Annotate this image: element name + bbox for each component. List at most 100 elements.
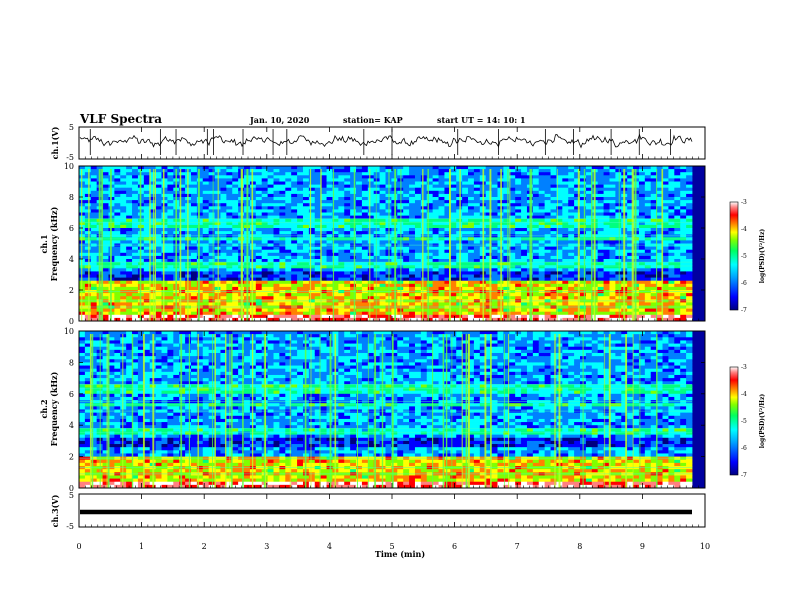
spec1-cell <box>538 274 546 278</box>
spec1-cell <box>149 221 157 226</box>
spec1-cell <box>314 228 322 232</box>
spec1-cell <box>232 277 239 282</box>
spec1-cell <box>350 175 357 179</box>
spec1-cell <box>450 187 457 192</box>
spec1-cell <box>155 200 162 204</box>
spec1-cell <box>650 274 658 278</box>
spec1-cell <box>279 252 286 257</box>
spec1-cell <box>426 286 434 291</box>
spec1-cell <box>456 178 463 182</box>
spec1-cell <box>627 274 634 278</box>
spec1-cell <box>226 190 233 195</box>
spec1-cell <box>609 268 616 272</box>
spec1-cell <box>644 314 652 319</box>
spec1-cell <box>473 212 481 216</box>
spec1-cell <box>143 317 151 322</box>
spec1-cell <box>226 311 233 316</box>
spec1-cell <box>220 200 227 204</box>
spec1-cell <box>267 286 274 291</box>
spec1-cell <box>367 308 375 313</box>
spec1-cell <box>627 212 634 216</box>
spec1-cell <box>132 271 139 275</box>
spec1-cell <box>409 274 416 278</box>
spec1-cell <box>179 224 186 229</box>
spec1-cell <box>291 308 298 313</box>
spec1-cell <box>167 274 174 278</box>
spec1-cell <box>226 175 233 179</box>
spec1-cell <box>273 175 280 179</box>
spec1-cell <box>450 221 457 226</box>
spec1-cell <box>597 311 604 316</box>
spec1-cell <box>285 286 292 291</box>
spec1-cell <box>650 181 658 185</box>
spec1-cell <box>615 203 622 207</box>
spec1-cell <box>314 215 322 220</box>
spec1-cell <box>379 249 386 254</box>
spec1-cell <box>644 172 652 176</box>
spec1-cell <box>650 255 658 260</box>
spec1-cell <box>255 172 263 176</box>
spec1-cell <box>167 224 174 229</box>
spec1-cell <box>208 218 215 223</box>
spec1-cell <box>226 181 233 185</box>
spec1-cell <box>420 246 428 251</box>
spec1-cell <box>326 175 333 179</box>
spec1-cell <box>450 203 457 207</box>
spec1-cell <box>279 271 286 275</box>
spec1-cell <box>597 203 604 207</box>
spec1-cell <box>450 280 457 285</box>
spec1-cell <box>367 197 375 201</box>
spec1-cell <box>179 283 186 288</box>
spec1-cell <box>585 200 593 204</box>
spec1-cell <box>609 224 616 229</box>
spec1-cell <box>556 265 563 269</box>
spec1-cell <box>580 249 587 254</box>
spec1-cell <box>379 259 386 263</box>
spec1-cell <box>580 187 587 192</box>
spec1-cell <box>509 296 516 300</box>
spec1-cell <box>196 274 204 278</box>
spec1-cell <box>320 212 327 216</box>
spec1-cell <box>638 246 646 251</box>
spec1-cell <box>143 274 151 278</box>
spec1-cell <box>409 228 416 232</box>
spec1-cell <box>403 175 410 179</box>
spec1-cell <box>414 224 422 229</box>
spec1-cell <box>308 317 316 322</box>
spec1-cell <box>597 175 604 179</box>
spec1-cell <box>574 277 581 282</box>
spec1-cell <box>556 206 563 210</box>
spec1-cell <box>521 274 528 278</box>
spec1-cell <box>491 296 498 300</box>
spec1-cell <box>356 228 363 232</box>
spec1-cell <box>444 249 451 254</box>
spec1-cell <box>114 231 121 235</box>
spec1-cell <box>585 296 593 300</box>
spec1-cell <box>190 175 198 179</box>
spec1-cell <box>326 308 333 313</box>
spec1-cell <box>297 286 304 291</box>
spec1-cell <box>143 181 151 185</box>
spec1-cell <box>167 190 174 195</box>
spec1-cell <box>167 252 174 257</box>
spec1-cell <box>291 271 298 275</box>
spec1-cell <box>179 265 186 269</box>
ch1-spectrogram-cells <box>79 166 693 322</box>
spec1-cell <box>208 215 215 220</box>
spec1-cell <box>261 218 269 223</box>
spec1-cell <box>149 262 157 266</box>
spec1-cell <box>196 212 204 216</box>
spec1-cell <box>426 231 434 235</box>
spec1-cell <box>627 249 634 254</box>
spec1-cell <box>615 274 622 278</box>
spec1-cell <box>420 218 428 223</box>
spec1-cell <box>232 296 239 300</box>
spec1-cell <box>84 197 92 201</box>
spec1-cell <box>114 265 121 269</box>
spec1-cell <box>126 280 133 285</box>
spec1-cell <box>149 317 157 322</box>
spec1-cell <box>267 206 274 210</box>
spec1-cell <box>338 308 345 313</box>
spec1-cell <box>356 302 363 306</box>
spec1-cell <box>603 308 610 313</box>
